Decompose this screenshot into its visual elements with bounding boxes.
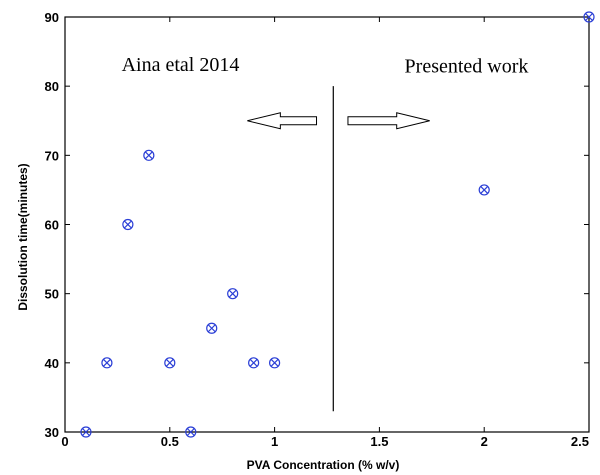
data-point xyxy=(248,357,260,369)
y-tick-label: 50 xyxy=(45,287,59,302)
x-tick-label: 2.5 xyxy=(571,434,589,449)
data-point-circle xyxy=(227,288,239,300)
data-point-circle xyxy=(164,357,176,369)
block-arrow-left xyxy=(247,112,318,130)
data-points xyxy=(80,11,595,438)
plot-frame xyxy=(64,16,590,433)
data-point-circle xyxy=(583,11,595,23)
data-point-circle xyxy=(122,218,134,231)
annotation-text: Aina etal 2014 xyxy=(122,54,240,76)
data-point xyxy=(143,149,155,161)
data-point-cross xyxy=(123,220,132,229)
data-point-cross xyxy=(228,289,237,298)
x-tick-label: 2 xyxy=(481,434,488,449)
annotation-layer: Aina etal 2014 Presented work xyxy=(122,54,529,77)
x-tick-label: 0 xyxy=(61,434,68,449)
data-point-circle xyxy=(80,426,92,438)
x-tick-label: 0.5 xyxy=(161,434,179,449)
data-point-cross xyxy=(585,13,593,21)
data-point-cross xyxy=(207,324,216,333)
data-point-cross xyxy=(102,358,111,367)
data-point-cross xyxy=(82,428,90,436)
y-axis-label: Dissolution time(minutes) xyxy=(16,163,30,310)
y-axis-ticks: 30 40 50 60 70 80 90 xyxy=(45,10,589,440)
data-point xyxy=(206,322,218,334)
data-point xyxy=(122,218,134,231)
data-point xyxy=(269,357,281,369)
data-point-cross xyxy=(144,151,153,160)
data-point xyxy=(478,184,490,196)
data-point xyxy=(227,288,239,300)
x-tick-label: 1 xyxy=(271,434,278,449)
y-tick-label: 30 xyxy=(45,425,59,440)
x-tick-label: 1.5 xyxy=(370,434,388,449)
data-point-circle xyxy=(185,426,197,438)
data-point-cross xyxy=(165,358,174,367)
data-point-circle xyxy=(269,357,281,369)
data-point xyxy=(185,426,197,438)
data-point-circle xyxy=(206,322,218,334)
annotation-text: Presented work xyxy=(405,55,529,77)
data-point-cross xyxy=(270,358,279,367)
data-point-circle xyxy=(478,184,490,196)
arrow-layer xyxy=(247,112,430,130)
y-tick-label: 90 xyxy=(45,10,59,25)
y-tick-label: 70 xyxy=(45,148,59,163)
data-point xyxy=(101,357,113,369)
data-point xyxy=(80,426,92,438)
y-tick-label: 80 xyxy=(45,79,59,94)
data-point-cross xyxy=(249,358,258,367)
x-axis-label: PVA Concentration (% w/v) xyxy=(247,458,400,472)
block-arrow-right xyxy=(347,112,430,130)
y-tick-label: 60 xyxy=(45,218,59,233)
data-point-circle xyxy=(143,149,155,161)
data-point-cross xyxy=(186,428,195,436)
data-point-circle xyxy=(101,357,113,369)
plot-border xyxy=(64,16,590,433)
data-point xyxy=(164,357,176,369)
data-point-cross xyxy=(480,185,489,194)
data-point-circle xyxy=(248,357,260,369)
x-axis-ticks: 0 0.5 1 1.5 2 2.5 xyxy=(61,17,590,449)
y-tick-label: 40 xyxy=(45,356,59,371)
data-point xyxy=(583,11,595,23)
